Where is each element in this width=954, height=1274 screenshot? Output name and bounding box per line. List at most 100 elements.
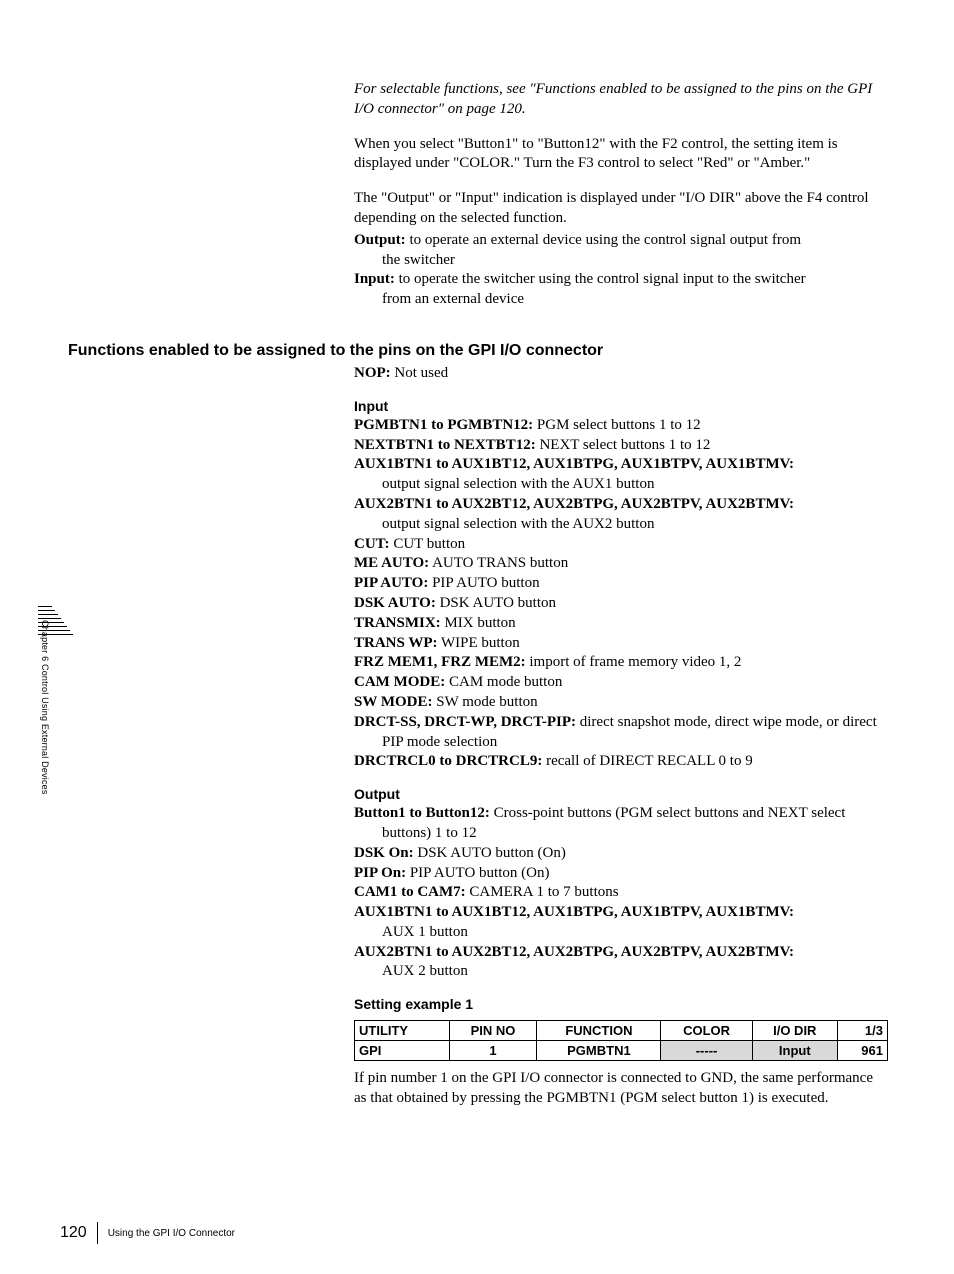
definition-term: NEXTBTN1 to NEXTBT12: [354,437,536,453]
definition-term: FRZ MEM1, FRZ MEM2: [354,654,526,670]
nop-desc: Not used [391,365,449,381]
definition-desc: SW mode button [432,694,537,710]
output-term: Output: [354,232,406,248]
definition-desc: PGM select buttons 1 to 12 [533,417,701,433]
definition-item: DSK AUTO: DSK AUTO button [354,594,888,614]
definition-desc: CUT button [390,536,466,552]
definition-item: TRANS WP: WIPE button [354,634,888,654]
definition-desc: AUX 1 button [382,923,888,943]
definition-desc: AUX 2 button [382,962,888,982]
td-iodir: Input [752,1041,837,1061]
definition-item: DSK On: DSK AUTO button (On) [354,844,888,864]
td-function: PGMBTN1 [537,1041,661,1061]
definition-term: CAM MODE: [354,674,445,690]
definition-desc: output signal selection with the AUX1 bu… [382,475,888,495]
definition-item: FRZ MEM1, FRZ MEM2: import of frame memo… [354,653,888,673]
definition-term: DSK On: [354,845,414,861]
th-color: COLOR [661,1021,752,1041]
footer-title: Using the GPI I/O Connector [108,1228,235,1239]
definition-item: AUX1BTN1 to AUX1BT12, AUX1BTPG, AUX1BTPV… [354,903,888,943]
definition-desc: MIX button [441,615,516,631]
definition-term: DRCTRCL0 to DRCTRCL9: [354,753,542,769]
definition-desc: CAM mode button [445,674,562,690]
definition-desc: WIPE button [437,635,519,651]
definition-item: SW MODE: SW mode button [354,693,888,713]
td-utility: GPI [355,1041,450,1061]
input-desc-cont: from an external device [382,290,888,310]
th-function: FUNCTION [537,1021,661,1041]
intro-para-1: For selectable functions, see "Functions… [354,80,888,120]
definition-item: AUX2BTN1 to AUX2BT12, AUX2BTPG, AUX2BTPV… [354,943,888,983]
intro-para-2: When you select "Button1" to "Button12" … [354,135,888,175]
definition-item: DRCT-SS, DRCT-WP, DRCT-PIP: direct snaps… [354,713,888,753]
input-definition-list: PGMBTN1 to PGMBTN12: PGM select buttons … [354,416,888,772]
example-heading: Setting example 1 [354,996,888,1012]
definition-item: CAM1 to CAM7: CAMERA 1 to 7 buttons [354,883,888,903]
td-pinno: 1 [449,1041,537,1061]
definition-desc: CAMERA 1 to 7 buttons [466,884,619,900]
definition-term: PGMBTN1 to PGMBTN12: [354,417,533,433]
example-desc: If pin number 1 on the GPI I/O connector… [354,1069,888,1109]
definition-desc: PIP AUTO button [428,575,539,591]
definition-term: AUX1BTN1 to AUX1BT12, AUX1BTPG, AUX1BTPV… [354,904,794,920]
definition-desc: recall of DIRECT RECALL 0 to 9 [542,753,752,769]
definition-term: AUX2BTN1 to AUX2BT12, AUX2BTPG, AUX2BTPV… [354,944,794,960]
setting-example-table: UTILITY PIN NO FUNCTION COLOR I/O DIR 1/… [354,1020,888,1061]
definition-item: PIP AUTO: PIP AUTO button [354,574,888,594]
definition-term: PIP On: [354,865,406,881]
definition-term: PIP AUTO: [354,575,428,591]
definition-item: Button1 to Button12: Cross-point buttons… [354,804,888,844]
definition-item: AUX1BTN1 to AUX1BT12, AUX1BTPG, AUX1BTPV… [354,455,888,495]
definition-term: ME AUTO: [354,555,429,571]
definition-item: DRCTRCL0 to DRCTRCL9: recall of DIRECT R… [354,752,888,772]
nop-item: NOP: Not used [354,364,888,384]
definition-term: CUT: [354,536,390,552]
definition-desc: PIP AUTO button (On) [406,865,549,881]
definition-term: AUX2BTN1 to AUX2BT12, AUX2BTPG, AUX2BTPV… [354,496,794,512]
definition-item: PGMBTN1 to PGMBTN12: PGM select buttons … [354,416,888,436]
definition-desc: output signal selection with the AUX2 bu… [382,515,888,535]
output-subheading: Output [354,786,888,802]
output-desc-cont: the switcher [382,251,888,271]
definition-term: AUX1BTN1 to AUX1BT12, AUX1BTPG, AUX1BTPV… [354,456,794,472]
td-num: 961 [837,1041,887,1061]
chapter-side-tab: Chapter 6 Control Using External Devices [40,620,50,795]
page-footer: 120 Using the GPI I/O Connector [60,1222,235,1244]
definition-item: AUX2BTN1 to AUX2BT12, AUX2BTPG, AUX2BTPV… [354,495,888,535]
definition-desc: DSK AUTO button (On) [414,845,566,861]
definition-item: NEXTBTN1 to NEXTBT12: NEXT select button… [354,436,888,456]
definition-term: DSK AUTO: [354,595,436,611]
definition-term: TRANSMIX: [354,615,441,631]
output-desc: to operate an external device using the … [406,232,801,248]
output-definition-list: Button1 to Button12: Cross-point buttons… [354,804,888,982]
td-color: ----- [661,1041,752,1061]
definition-desc: AUTO TRANS button [429,555,568,571]
input-desc: to operate the switcher using the contro… [395,271,806,287]
definition-item: TRANSMIX: MIX button [354,614,888,634]
footer-divider [97,1222,98,1244]
nop-term: NOP: [354,365,391,381]
section-heading: Functions enabled to be assigned to the … [68,342,888,360]
th-pinno: PIN NO [449,1021,537,1041]
io-dir-defs: Output: to operate an external device us… [354,231,888,310]
intro-para-3: The "Output" or "Input" indication is di… [354,189,888,229]
definition-term: Button1 to Button12: [354,805,490,821]
definition-term: TRANS WP: [354,635,437,651]
definition-term: CAM1 to CAM7: [354,884,466,900]
definition-item: CAM MODE: CAM mode button [354,673,888,693]
definition-item: CUT: CUT button [354,535,888,555]
definition-desc: import of frame memory video 1, 2 [526,654,742,670]
th-iodir: I/O DIR [752,1021,837,1041]
definition-desc: NEXT select buttons 1 to 12 [536,437,711,453]
definition-term: DRCT-SS, DRCT-WP, DRCT-PIP: [354,714,576,730]
definition-term: SW MODE: [354,694,432,710]
th-page: 1/3 [837,1021,887,1041]
page-number: 120 [60,1224,87,1242]
table-data-row: GPI 1 PGMBTN1 ----- Input 961 [355,1041,888,1061]
definition-item: ME AUTO: AUTO TRANS button [354,554,888,574]
input-term: Input: [354,271,395,287]
th-utility: UTILITY [355,1021,450,1041]
table-header-row: UTILITY PIN NO FUNCTION COLOR I/O DIR 1/… [355,1021,888,1041]
definition-desc: DSK AUTO button [436,595,556,611]
input-subheading: Input [354,398,888,414]
